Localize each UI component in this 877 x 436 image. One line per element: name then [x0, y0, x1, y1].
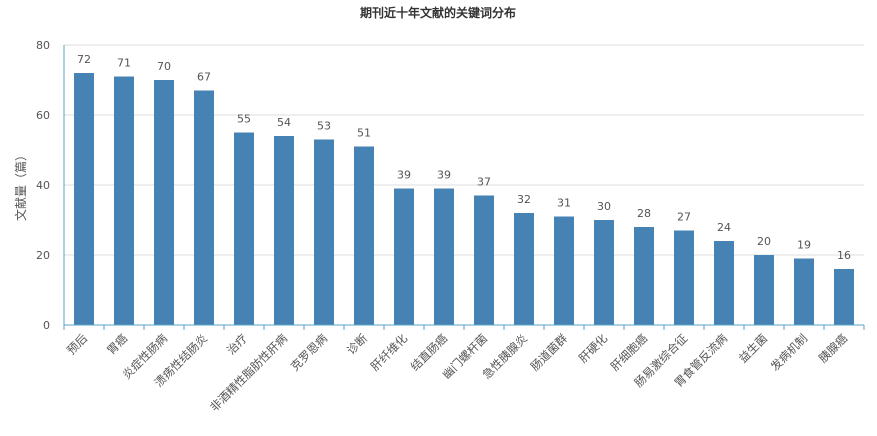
data-label: 20 [757, 235, 771, 248]
bar[interactable] [594, 220, 614, 325]
bar[interactable] [634, 227, 654, 325]
x-tick-label: 胃癌 [104, 331, 131, 358]
bar[interactable] [754, 255, 774, 325]
bar[interactable] [554, 216, 574, 326]
grid-lines [64, 44, 864, 256]
y-tick-label: 80 [36, 39, 50, 52]
data-label: 24 [717, 221, 731, 234]
data-label: 72 [77, 53, 91, 66]
chart-title: 期刊近十年文献的关键词分布 [360, 5, 516, 20]
data-label: 67 [197, 71, 211, 84]
bar[interactable] [714, 241, 734, 325]
data-label: 53 [317, 120, 331, 133]
data-label: 19 [797, 239, 811, 252]
y-tick-label: 40 [36, 179, 50, 192]
data-label: 27 [677, 211, 691, 224]
bar[interactable] [834, 269, 854, 325]
data-label: 51 [357, 127, 371, 140]
bars [74, 73, 854, 325]
data-label: 30 [597, 200, 611, 213]
data-label: 16 [837, 249, 851, 262]
x-tick-label: 肝硬化 [576, 331, 611, 366]
bar[interactable] [194, 90, 214, 326]
bar[interactable] [114, 76, 134, 326]
bar[interactable] [354, 146, 374, 326]
x-tick-label: 胰腺癌 [816, 331, 851, 366]
data-label: 28 [637, 207, 651, 220]
bar[interactable] [234, 132, 254, 326]
data-label: 71 [117, 57, 131, 70]
y-tick-label: 0 [43, 319, 50, 332]
data-label: 39 [397, 169, 411, 182]
data-label: 39 [437, 169, 451, 182]
bar[interactable] [274, 136, 294, 325]
bar[interactable] [394, 188, 414, 326]
y-tick-label: 20 [36, 249, 50, 262]
data-label: 54 [277, 116, 291, 129]
bar[interactable] [154, 80, 174, 325]
bar[interactable] [314, 139, 334, 326]
x-tick-label: 非酒精性脂肪性肝病 [207, 331, 290, 414]
bar[interactable] [74, 73, 94, 325]
y-axis-ticks: 0 20 40 60 80 [36, 39, 50, 332]
data-label: 55 [237, 113, 251, 126]
x-tick-label: 克罗恩病 [288, 331, 331, 374]
x-tick-label: 肝纤维化 [368, 331, 411, 374]
x-tick-label: 诊断 [344, 331, 371, 358]
y-tick-label: 60 [36, 109, 50, 122]
x-tick-label: 治疗 [224, 331, 250, 357]
y-axis-label: 文献量（篇） [13, 149, 28, 221]
bar[interactable] [794, 258, 814, 326]
x-tick-label: 预后 [64, 331, 90, 357]
x-tick-label: 发病机制 [768, 331, 810, 373]
data-label: 37 [477, 176, 491, 189]
x-tick-label: 益生菌 [736, 331, 770, 365]
data-label: 31 [557, 197, 571, 210]
bar[interactable] [474, 195, 494, 326]
data-labels: 72 71 70 67 55 54 53 51 39 39 37 32 31 30 28 27 24 20 19 16 [77, 53, 851, 262]
x-tick-label: 肠道菌群 [528, 331, 571, 374]
data-label: 70 [157, 60, 171, 73]
bar[interactable] [434, 188, 454, 326]
bar[interactable] [514, 213, 534, 325]
bar[interactable] [674, 230, 694, 326]
data-label: 32 [517, 193, 531, 206]
